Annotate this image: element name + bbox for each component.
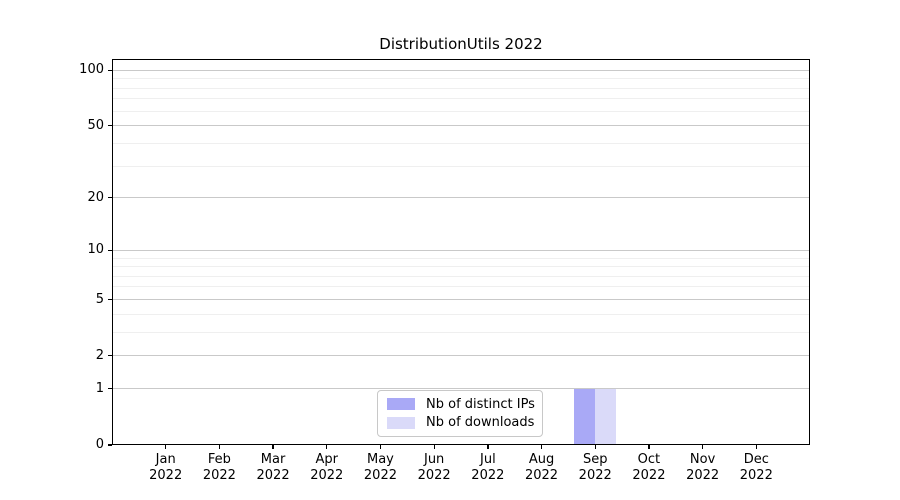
x-tick-year: 2022 [310, 468, 344, 483]
x-tick-mark [702, 445, 704, 449]
gridline-major [113, 249, 809, 251]
x-tick-label: Oct 2022 [617, 452, 681, 484]
y-tick-mark [108, 249, 112, 251]
gridline-minor [113, 331, 809, 333]
legend-swatch-icon [387, 398, 415, 411]
gridline-minor [113, 142, 809, 144]
gridline-major [113, 388, 809, 390]
x-tick-year: 2022 [363, 468, 397, 483]
gridline-minor [113, 87, 809, 89]
x-tick-month: Nov [689, 452, 716, 467]
x-tick-year: 2022 [739, 468, 773, 483]
x-tick-mark [326, 445, 328, 449]
gridline-major [113, 299, 809, 300]
gridline-minor [113, 110, 809, 112]
x-tick-label: Feb 2022 [187, 452, 251, 484]
legend: Nb of distinct IPs Nb of downloads [377, 390, 543, 437]
chart-title: DistributionUtils 2022 [379, 35, 543, 53]
x-tick-label: Mar 2022 [241, 452, 305, 484]
y-tick-label: 1 [95, 380, 104, 396]
gridline-major [113, 355, 809, 357]
gridline-major [113, 125, 809, 127]
legend-label: Nb of distinct IPs [426, 396, 535, 412]
x-tick-year: 2022 [202, 468, 236, 483]
gridline-minor [113, 165, 809, 167]
y-tick-label: 5 [95, 291, 104, 307]
x-tick-label: Nov 2022 [671, 452, 735, 484]
x-tick-mark [755, 445, 757, 449]
x-tick-year: 2022 [524, 468, 559, 483]
x-tick-month: Dec [743, 452, 769, 467]
x-tick-year: 2022 [256, 468, 290, 483]
x-tick-mark [433, 445, 435, 449]
gridline-minor [113, 313, 809, 315]
x-tick-month: Mar [260, 452, 286, 467]
x-tick-mark [272, 445, 274, 449]
y-tick-label: 2 [95, 347, 104, 363]
x-tick-label: Jul 2022 [456, 452, 520, 484]
gridline-minor [113, 78, 809, 80]
y-tick-mark [108, 298, 112, 301]
gridline-minor [113, 286, 809, 288]
bar-nb-of-downloads [595, 388, 617, 444]
y-tick-label: 0 [95, 437, 104, 452]
x-tick-month: Oct [637, 452, 661, 467]
x-tick-month: May [367, 452, 394, 467]
y-tick-mark [108, 197, 112, 199]
gridline-major [113, 69, 809, 71]
x-tick-year: 2022 [149, 468, 183, 483]
x-tick-mark [594, 445, 596, 449]
x-tick-label: Jun 2022 [402, 452, 466, 484]
gridline-major [113, 197, 809, 199]
y-tick-mark [108, 69, 112, 71]
plot-area [112, 59, 810, 445]
gridline-minor [113, 275, 809, 277]
legend-label: Nb of downloads [426, 415, 535, 431]
x-tick-month: Feb [207, 452, 231, 467]
x-tick-month: Aug [528, 452, 555, 467]
x-tick-label: Sep 2022 [563, 452, 627, 484]
x-tick-mark [165, 445, 167, 449]
x-tick-year: 2022 [686, 468, 720, 483]
x-tick-month: Jun [423, 452, 445, 467]
bar-nb-of-distinct-ips [574, 388, 596, 444]
y-tick-label: 50 [87, 117, 104, 133]
x-tick-month: Jul [480, 452, 496, 467]
x-tick-month: Jan [155, 452, 176, 467]
x-tick-year: 2022 [578, 468, 612, 483]
x-tick-label: Apr 2022 [295, 452, 359, 484]
legend-entry-nb-of-downloads: Nb of downloads [387, 415, 535, 431]
x-tick-mark [487, 445, 489, 449]
x-tick-year: 2022 [417, 468, 451, 483]
x-tick-mark [379, 445, 382, 449]
x-tick-year: 2022 [632, 468, 666, 483]
x-tick-label: Jan 2022 [134, 452, 198, 484]
x-tick-mark [218, 445, 221, 449]
y-tick-mark [108, 125, 112, 127]
y-tick-mark [108, 388, 112, 390]
gridline-minor [113, 266, 809, 268]
gridline-minor [113, 98, 809, 100]
x-tick-year: 2022 [471, 468, 505, 483]
y-tick-label: 100 [79, 62, 104, 78]
gridline-minor [113, 257, 809, 259]
x-tick-label: Dec 2022 [724, 452, 788, 484]
y-tick-label: 10 [87, 242, 104, 258]
y-tick-label: 20 [87, 189, 104, 205]
x-tick-month: Sep [582, 452, 608, 467]
y-tick-mark [108, 444, 112, 446]
x-tick-mark [540, 445, 543, 449]
x-tick-label: May 2022 [348, 452, 412, 484]
y-tick-mark [108, 355, 112, 357]
x-tick-month: Apr [315, 452, 339, 467]
x-tick-label: Aug 2022 [510, 452, 574, 484]
legend-entry-nb-of-distinct-ips: Nb of distinct IPs [387, 396, 535, 412]
x-tick-mark [648, 445, 650, 449]
legend-swatch-icon [387, 416, 415, 429]
